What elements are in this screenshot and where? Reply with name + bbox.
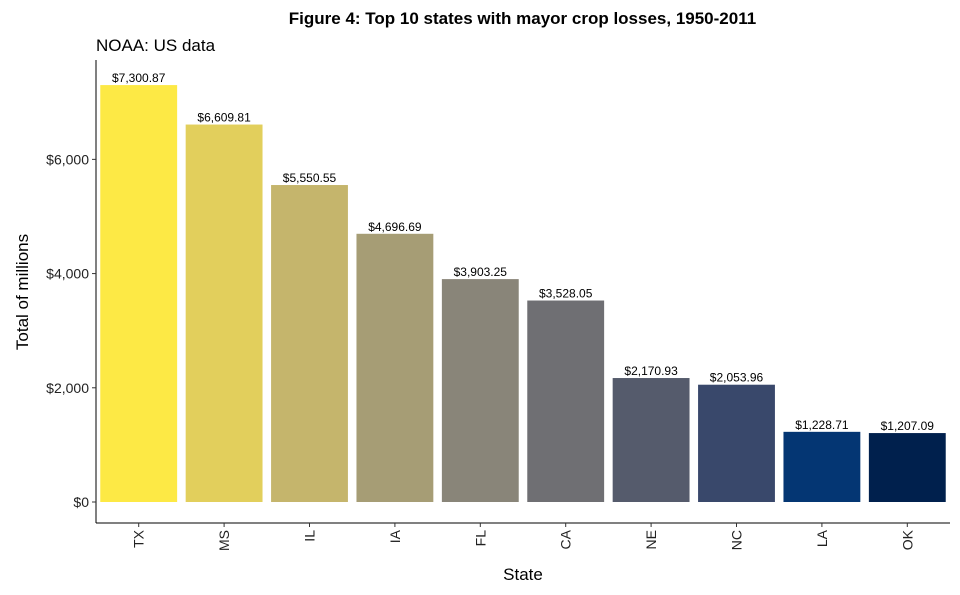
bar-labels-group: $7,300.87 $6,609.81 $5,550.55 $4,696.69 $3,9… [112,71,934,433]
bar-value-label-tx: $7,300.87 [112,71,166,85]
bar-value-label-la: $1,228.71 [795,418,849,432]
x-axis: TX MS IL IA FL CA NE NC LA OK [96,522,950,551]
bar-value-label-il: $5,550.55 [283,171,337,185]
x-tick-label-ms: MS [216,530,232,551]
x-axis-label: State [503,565,543,584]
x-tick-label-ca: CA [558,529,574,549]
bar-fl [441,279,519,502]
y-axis: $0 $2,000 $4,000 $6,000 [46,60,97,523]
bar-il [271,185,348,503]
chart-title: Figure 4: Top 10 states with mayor crop … [288,9,757,28]
x-tick-label-tx: TX [131,529,147,548]
x-tick-label-la: LA [814,529,830,547]
y-tick-label: $2,000 [46,380,89,396]
bar-nc [698,384,775,502]
x-tick-label-ne: NE [643,530,659,549]
y-tick-label: $6,000 [46,151,89,167]
bar-value-label-nc: $2,053.96 [710,371,764,385]
bar-value-label-ia: $4,696.69 [368,220,422,234]
bar-value-label-ne: $2,170.93 [624,364,678,378]
y-tick-label: $4,000 [46,266,89,282]
bar-value-label-ca: $3,528.05 [539,287,593,301]
x-tick-label-ia: IA [387,529,403,543]
x-tick-label-nc: NC [729,530,745,550]
bar-ca [527,300,605,502]
bar-ne [612,378,690,502]
bar-ok [868,433,946,502]
bar-la [783,431,861,502]
bars-group [100,85,946,503]
bar-value-label-fl: $3,903.25 [454,265,508,279]
bar-ms [185,124,263,503]
x-tick-label-ok: OK [899,529,915,550]
bar-tx [100,85,178,502]
chart-subtitle: NOAA: US data [96,36,216,55]
y-tick-label: $0 [73,494,89,510]
bar-ia [356,233,434,502]
x-tick-label-il: IL [302,530,318,542]
bar-value-label-ok: $1,207.09 [881,419,935,433]
bar-value-label-ms: $6,609.81 [197,111,251,125]
x-tick-label-fl: FL [472,530,488,547]
